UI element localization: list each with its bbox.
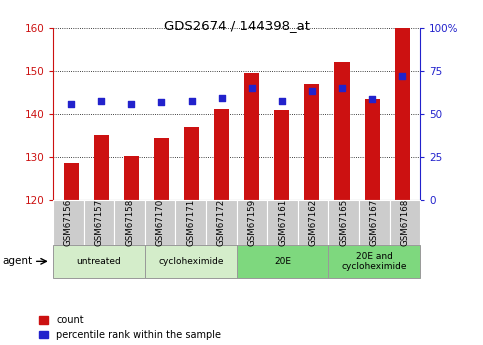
Text: GSM67167: GSM67167 [370, 199, 379, 246]
Text: GSM67161: GSM67161 [278, 199, 287, 246]
Bar [94, 135, 109, 200]
Point [338, 85, 346, 91]
Point [398, 73, 406, 79]
Text: GSM67162: GSM67162 [309, 199, 318, 246]
Text: GSM67168: GSM67168 [400, 199, 410, 246]
Bar [244, 73, 259, 200]
Bar [64, 164, 79, 200]
Text: GSM67157: GSM67157 [95, 199, 103, 246]
Text: 20E: 20E [274, 257, 291, 266]
Text: GDS2674 / 144398_at: GDS2674 / 144398_at [164, 19, 310, 32]
Text: 20E and
cycloheximide: 20E and cycloheximide [341, 252, 407, 271]
Legend: count, percentile rank within the sample: count, percentile rank within the sample [39, 315, 221, 340]
Bar [274, 110, 289, 200]
Text: GSM67171: GSM67171 [186, 199, 195, 246]
Point [308, 88, 316, 93]
Bar [214, 109, 229, 200]
Text: GSM67165: GSM67165 [339, 199, 348, 246]
Point [98, 98, 105, 104]
Text: cycloheximide: cycloheximide [158, 257, 224, 266]
Point [128, 101, 135, 106]
Point [368, 96, 376, 102]
Point [218, 96, 226, 101]
Text: GSM67172: GSM67172 [217, 199, 226, 246]
Bar [395, 28, 410, 200]
Text: GSM67158: GSM67158 [125, 199, 134, 246]
Point [67, 102, 75, 107]
Bar [304, 84, 319, 200]
Point [248, 85, 256, 91]
Point [157, 99, 165, 105]
Bar [334, 62, 350, 200]
Text: GSM67159: GSM67159 [247, 199, 256, 246]
Bar [154, 138, 169, 200]
Text: untreated: untreated [77, 257, 121, 266]
Bar [184, 127, 199, 200]
Bar [124, 156, 139, 200]
Point [278, 98, 285, 104]
Text: GSM67170: GSM67170 [156, 199, 165, 246]
Bar [365, 99, 380, 200]
Text: agent: agent [2, 256, 32, 266]
Text: GSM67156: GSM67156 [64, 199, 73, 246]
Point [188, 98, 196, 104]
